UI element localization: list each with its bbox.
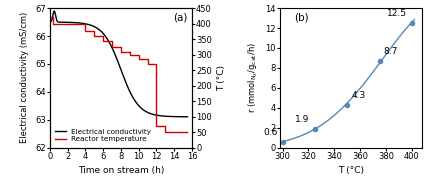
X-axis label: Time on stream (h): Time on stream (h) bbox=[78, 166, 164, 175]
Text: (b): (b) bbox=[294, 12, 309, 22]
Text: (a): (a) bbox=[174, 12, 188, 22]
Y-axis label: T (°C): T (°C) bbox=[217, 65, 226, 91]
Text: 12.5: 12.5 bbox=[387, 9, 407, 18]
Y-axis label: r (mmol$_{\rm N_2}$/g$_{\rm cat}$/h): r (mmol$_{\rm N_2}$/g$_{\rm cat}$/h) bbox=[246, 42, 260, 113]
Text: 8.7: 8.7 bbox=[383, 47, 398, 56]
Y-axis label: Electrical conductivity (mS/cm): Electrical conductivity (mS/cm) bbox=[20, 12, 29, 144]
X-axis label: T (°C): T (°C) bbox=[338, 166, 364, 175]
Text: 0.6: 0.6 bbox=[263, 128, 278, 137]
Legend: Electrical conductivity, Reactor temperature: Electrical conductivity, Reactor tempera… bbox=[53, 127, 153, 144]
Text: 1.9: 1.9 bbox=[295, 115, 310, 124]
Text: 4.3: 4.3 bbox=[351, 91, 365, 100]
